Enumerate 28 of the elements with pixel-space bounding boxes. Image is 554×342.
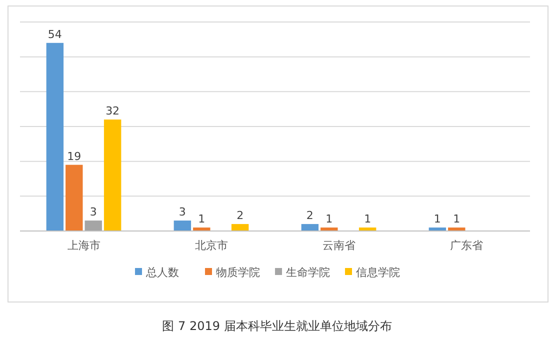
data-label: 3 [90, 206, 97, 219]
legend-label: 生命学院 [286, 266, 330, 279]
x-tick-label: 广东省 [450, 239, 483, 252]
legend-label: 总人数 [145, 266, 179, 279]
data-label: 54 [48, 28, 62, 41]
bar [174, 220, 192, 231]
bar [104, 120, 122, 231]
bar [66, 164, 83, 231]
data-label: 1 [453, 212, 460, 226]
bar [84, 220, 102, 231]
text: 图 7 2019 届本科毕业生就业单位地域分布 [162, 319, 392, 333]
bar [46, 42, 64, 231]
x-tick-label: 上海市 [67, 239, 100, 252]
data-label: 2 [306, 209, 314, 222]
data-label: 1 [326, 212, 333, 226]
data-label: 1 [434, 212, 441, 226]
data-label: 2 [236, 209, 244, 222]
data-label: 1 [198, 212, 206, 226]
data-label: 19 [67, 150, 82, 163]
bar [231, 224, 249, 231]
legend-label: 物质学院 [216, 266, 260, 279]
data-label: 32 [106, 104, 120, 118]
data-label: 1 [364, 212, 372, 226]
legend-label: 信息学院 [356, 266, 400, 279]
x-tick-label: 北京市 [194, 239, 228, 252]
x-tick-label: 云南省 [322, 239, 356, 252]
data-label: 3 [178, 206, 186, 219]
bar [301, 224, 319, 231]
